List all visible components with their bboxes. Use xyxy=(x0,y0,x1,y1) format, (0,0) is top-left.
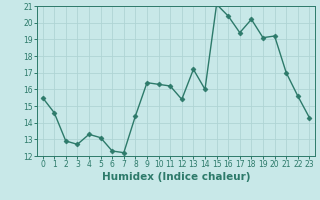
X-axis label: Humidex (Indice chaleur): Humidex (Indice chaleur) xyxy=(102,172,250,182)
